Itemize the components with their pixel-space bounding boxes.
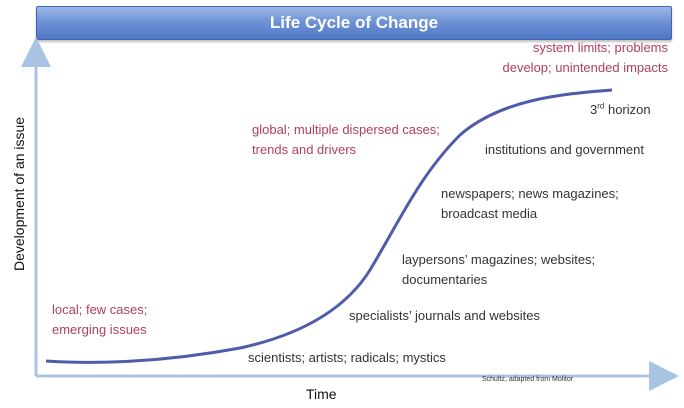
stage-label-specialists: specialists’ journals and websites	[349, 308, 541, 323]
diagram-title: Life Cycle of Change	[269, 13, 439, 32]
phase-label-system-limits: system limits; problems develop; uninten…	[502, 40, 668, 75]
horizon-text: horizon	[604, 102, 651, 117]
stage-label-laypersons: laypersons’ magazines; websites; documen…	[402, 252, 596, 287]
stage-label-institutions: institutions and government	[485, 142, 644, 157]
horizon-suffix: rd	[597, 101, 605, 111]
horizon-label: 3rd horizon	[590, 100, 651, 120]
s-curve	[45, 88, 613, 364]
horizon-number: 3	[590, 102, 598, 117]
stage-label-scientists: scientists; artists; radicals; mystics	[248, 350, 446, 365]
phase-label-global: global; multiple dispersed cases; trends…	[252, 122, 440, 157]
phase-label-emerging: local; few cases; emerging issues	[52, 302, 148, 337]
stage-label-newspapers: newspapers; news magazines; broadcast me…	[441, 186, 619, 221]
y-axis-label: Development of an issue	[11, 116, 27, 271]
title-bar: Life Cycle of Change	[36, 6, 672, 40]
source-credit: Schultz, adapted from Molitor	[482, 376, 574, 383]
x-axis-label: Time	[306, 386, 337, 402]
